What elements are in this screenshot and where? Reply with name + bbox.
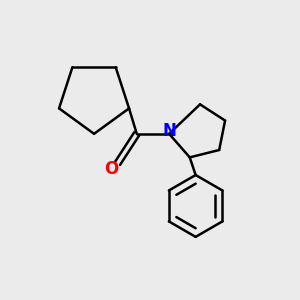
Text: O: O [104, 160, 118, 178]
Text: N: N [162, 122, 176, 140]
